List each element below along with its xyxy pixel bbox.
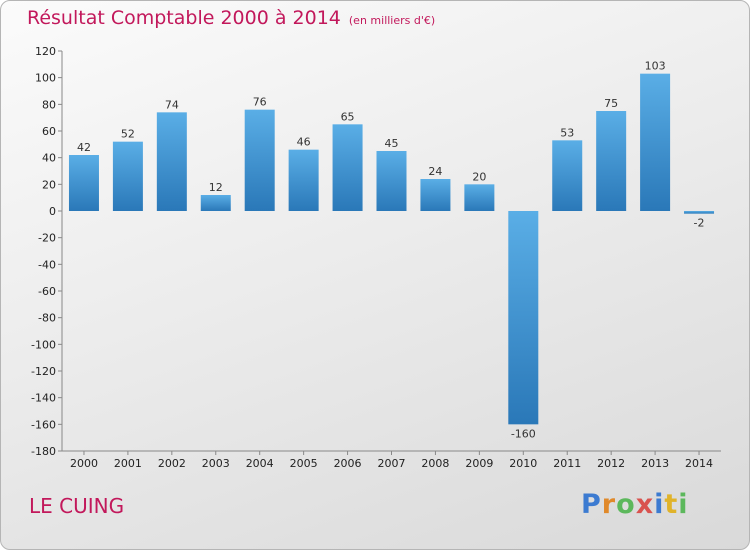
- y-tick-label: -160: [31, 418, 56, 431]
- y-tick-label: -120: [31, 365, 56, 378]
- value-labels: 42 52 74 12 76 46 65 45 24 20 -160 53 75 103 -2: [77, 60, 705, 441]
- commune-name: LE CUING: [29, 494, 125, 518]
- x-tick-label: 2008: [421, 457, 449, 470]
- chart-subtitle: (en milliers d'€): [348, 14, 436, 27]
- bar-2014: [684, 211, 715, 214]
- proxiti-logo: Proxiti: [581, 489, 689, 520]
- y-tick-label: -80: [38, 312, 56, 325]
- bar-2002: [156, 112, 187, 211]
- y-tick-label: 80: [42, 98, 56, 111]
- chart-title-text: Résultat Comptable 2000 à 2014: [27, 7, 341, 29]
- bar-2011: [552, 140, 583, 211]
- value-label-2000: 42: [77, 141, 91, 154]
- x-tick-label: 2005: [290, 457, 318, 470]
- x-tick-label: 2012: [597, 457, 625, 470]
- value-label-2007: 45: [385, 137, 399, 150]
- y-tick-label: -60: [38, 285, 56, 298]
- value-label-2006: 65: [341, 110, 355, 123]
- x-tick-label: 2013: [641, 457, 669, 470]
- bar-2001: [112, 141, 143, 211]
- x-tick-label: 2007: [378, 457, 406, 470]
- bar-2012: [596, 111, 627, 211]
- x-tick-label: 2001: [114, 457, 142, 470]
- value-label-2010: -160: [511, 427, 536, 440]
- y-tick-label: -20: [38, 232, 56, 245]
- x-tick-label: 2003: [202, 457, 230, 470]
- bar-2000: [68, 155, 99, 211]
- bar-2008: [420, 179, 451, 211]
- bar-2010: [508, 211, 539, 425]
- y-tick-label: 100: [35, 72, 56, 85]
- x-tick-label: 2002: [158, 457, 186, 470]
- y-tick-label: -100: [31, 338, 56, 351]
- value-label-2001: 52: [121, 128, 135, 141]
- chart-title: Résultat Comptable 2000 à 2014 (en millie…: [27, 7, 435, 29]
- bar-2007: [376, 151, 407, 211]
- y-tick-label: 20: [42, 178, 56, 191]
- value-label-2004: 76: [253, 96, 267, 109]
- axes: 120 100 80 60 40 20 0 -20 -40 -60 -80 -100 -120 -140 -…: [31, 45, 721, 470]
- bar-2004: [244, 109, 275, 211]
- bar-2013: [640, 73, 671, 212]
- value-label-2003: 12: [209, 181, 223, 194]
- value-label-2014: -2: [694, 217, 705, 230]
- x-tick-label: 2010: [509, 457, 537, 470]
- bar-2009: [464, 184, 495, 211]
- value-label-2008: 24: [428, 165, 442, 178]
- y-tick-label: -180: [31, 445, 56, 458]
- value-label-2005: 46: [297, 136, 311, 149]
- y-tick-label: -40: [38, 258, 56, 271]
- bar-2003: [200, 195, 231, 211]
- y-tick-label: -140: [31, 392, 56, 405]
- bar-2005: [288, 149, 319, 211]
- x-tick-label: 2000: [70, 457, 98, 470]
- y-tick-label: 0: [49, 205, 56, 218]
- x-tick-label: 2004: [246, 457, 274, 470]
- value-label-2012: 75: [604, 97, 618, 110]
- x-tick-label: 2009: [465, 457, 493, 470]
- value-label-2013: 103: [645, 60, 666, 73]
- y-tick-label: 120: [35, 45, 56, 58]
- x-tick-label: 2006: [334, 457, 362, 470]
- x-tick-label: 2014: [685, 457, 713, 470]
- bar-2006: [332, 124, 363, 211]
- y-tick-label: 40: [42, 152, 56, 165]
- value-label-2011: 53: [560, 126, 574, 139]
- x-tick-label: 2011: [553, 457, 581, 470]
- bars: [68, 73, 715, 425]
- value-label-2002: 74: [165, 98, 179, 111]
- y-tick-label: 60: [42, 125, 56, 138]
- value-label-2009: 20: [472, 170, 486, 183]
